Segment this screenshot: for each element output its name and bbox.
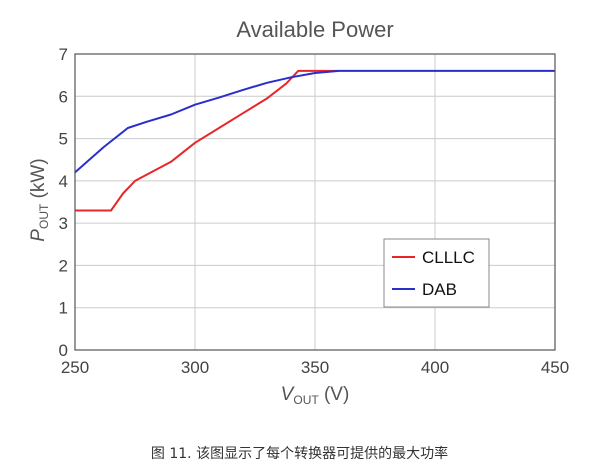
x-tick-label-350: 350: [301, 358, 329, 377]
legend-box: [383, 238, 490, 308]
y-tick-label-1: 1: [59, 299, 68, 318]
y-tick-label-5: 5: [59, 130, 68, 149]
y-tick-labels: 0 1 2 3 4 5 6 7: [59, 45, 68, 360]
series-line-clllc: [75, 69, 339, 212]
y-tick-label-6: 6: [59, 87, 68, 106]
y-tick-label-7: 7: [59, 45, 68, 64]
y-tick-label-4: 4: [59, 172, 68, 191]
chart-figure: Available Power 250 300 350 400 450 0 1 2 3 4 5 6 7…: [28, 17, 569, 407]
x-axis-title-sub: OUT: [293, 393, 319, 407]
x-tick-label-300: 300: [181, 358, 209, 377]
x-tick-label-450: 450: [541, 358, 569, 377]
x-tick-label-400: 400: [421, 358, 449, 377]
y-tick-label-3: 3: [59, 214, 68, 233]
y-tick-label-0: 0: [59, 341, 68, 360]
plot-frame: [74, 53, 556, 351]
x-tick-labels: 250 300 350 400 450: [61, 358, 569, 377]
y-axis-title-unit: (kW): [28, 158, 49, 203]
x-axis-title-unit: (V): [319, 384, 350, 405]
series-line-dab: [74, 69, 555, 174]
x-axis-title: VOUT (V): [281, 384, 350, 407]
y-axis-title: POUT (kW): [28, 158, 51, 241]
legend-label-dab: DAB: [422, 280, 457, 299]
figure-caption: 图 11. 该图显示了每个转换器可提供的最大功率: [150, 446, 449, 462]
series-group: [74, 69, 555, 212]
chart-title: Available Power: [236, 17, 393, 42]
y-axis-title-sub: OUT: [37, 203, 51, 229]
x-axis-title-main: V: [281, 384, 296, 405]
legend-label-clllc: CLLLC: [422, 248, 475, 267]
y-axis-title-main: P: [28, 229, 49, 242]
y-tick-label-2: 2: [59, 256, 68, 275]
x-tick-label-250: 250: [61, 358, 89, 377]
legend: CLLLC DAB: [383, 238, 490, 308]
